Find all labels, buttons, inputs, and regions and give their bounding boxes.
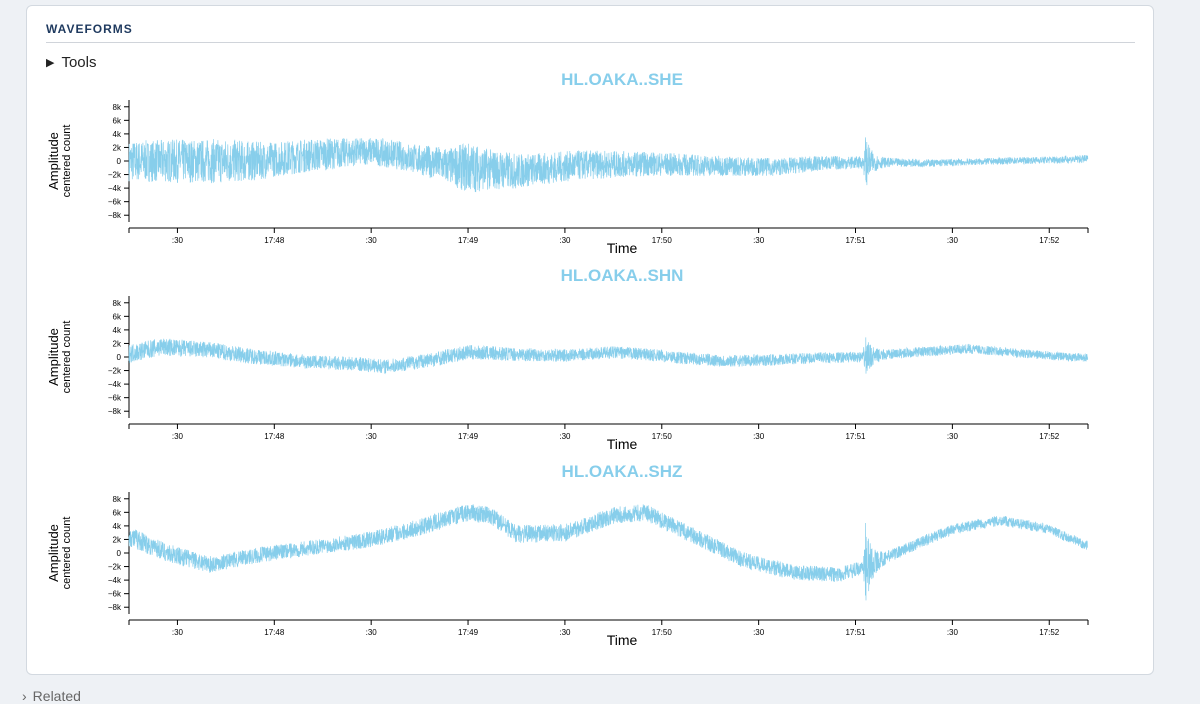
waveform-trace <box>128 337 1089 375</box>
y-tick-label: −4k <box>108 576 122 585</box>
y-tick-label: 2k <box>113 339 122 348</box>
y-tick-label: 6k <box>113 312 122 321</box>
x-tick-label: 17:51 <box>845 628 866 637</box>
chart-title: HL.OAKA..SHE <box>561 70 683 89</box>
x-tick-label: 17:52 <box>1039 432 1060 441</box>
waveform-chart-2: HL.OAKA..SHN Amplitude centered count 8k 6k 4… <box>46 266 1089 452</box>
section-divider <box>46 42 1135 43</box>
x-tick-label: :30 <box>753 236 765 245</box>
waveform-chart-3: HL.OAKA..SHZ Amplitude centered count 8k 6k 4… <box>46 462 1089 648</box>
x-axis-label: Time <box>607 436 638 452</box>
y-tick-label: −8k <box>108 603 122 612</box>
waveform-chart-1: HL.OAKA..SHE Amplitude centered count 8k 6k 4… <box>46 70 1089 256</box>
y-tick-label: −6k <box>108 394 122 403</box>
x-tick-label: :30 <box>559 432 571 441</box>
y-tick-label: 0 <box>117 157 122 166</box>
x-axis-label: Time <box>607 632 638 648</box>
x-tick-label: 17:50 <box>652 236 673 245</box>
chart-title: HL.OAKA..SHN <box>561 266 684 285</box>
y-tick-label: −4k <box>108 184 122 193</box>
x-tick-label: :30 <box>559 236 571 245</box>
y-tick-label: 6k <box>113 116 122 125</box>
x-tick-label: :30 <box>172 628 184 637</box>
x-tick-label: :30 <box>366 236 378 245</box>
x-axis-label: Time <box>607 240 638 256</box>
x-tick-label: 17:48 <box>264 628 285 637</box>
waveform-trace <box>128 504 1088 601</box>
x-tick-label: 17:49 <box>458 628 479 637</box>
x-tick-label: 17:50 <box>652 628 673 637</box>
y-tick-label: 2k <box>113 535 122 544</box>
x-tick-label: 17:51 <box>845 432 866 441</box>
x-tick-label: :30 <box>172 236 184 245</box>
y-tick-label: 8k <box>113 299 122 308</box>
x-tick-label: :30 <box>172 432 184 441</box>
x-tick-label: 17:48 <box>264 236 285 245</box>
x-tick-label: :30 <box>366 628 378 637</box>
y-tick-label: −6k <box>108 590 122 599</box>
y-tick-label: 0 <box>117 353 122 362</box>
y-axis-label: Amplitude <box>46 328 61 386</box>
y-tick-label: −6k <box>108 198 122 207</box>
y-tick-label: −2k <box>108 563 122 572</box>
chart-title: HL.OAKA..SHZ <box>562 462 683 481</box>
x-tick-label: 17:49 <box>458 432 479 441</box>
related-label: Related <box>32 688 81 704</box>
tools-toggle[interactable]: ▶ Tools <box>46 54 97 71</box>
y-tick-label: 6k <box>113 508 122 517</box>
y-tick-label: 8k <box>113 103 122 112</box>
x-tick-label: :30 <box>947 628 959 637</box>
related-section[interactable]: › Related <box>22 688 81 704</box>
y-tick-label: −2k <box>108 367 122 376</box>
tools-label: Tools <box>61 54 97 71</box>
chevron-right-icon: › <box>22 688 27 704</box>
x-tick-label: :30 <box>753 628 765 637</box>
y-axis-sublabel: centered count <box>61 125 73 198</box>
x-tick-label: :30 <box>753 432 765 441</box>
y-tick-label: 8k <box>113 495 122 504</box>
waveform-trace <box>128 137 1089 193</box>
y-axis-sublabel: centered count <box>61 321 73 394</box>
y-tick-label: 4k <box>113 522 122 531</box>
y-tick-label: −4k <box>108 380 122 389</box>
x-tick-label: 17:51 <box>845 236 866 245</box>
y-tick-label: 0 <box>117 549 122 558</box>
y-tick-label: −2k <box>108 171 122 180</box>
x-tick-label: 17:50 <box>652 432 673 441</box>
y-tick-label: −8k <box>108 407 122 416</box>
y-tick-label: 2k <box>113 143 122 152</box>
y-axis-label: Amplitude <box>46 132 61 190</box>
triangle-right-icon: ▶ <box>46 57 55 69</box>
x-tick-label: :30 <box>366 432 378 441</box>
y-tick-label: −8k <box>108 211 122 220</box>
y-axis-sublabel: centered count <box>61 517 73 590</box>
x-tick-label: :30 <box>559 628 571 637</box>
y-tick-label: 4k <box>113 326 122 335</box>
x-tick-label: 17:48 <box>264 432 285 441</box>
section-title: WAVEFORMS <box>46 22 133 36</box>
x-tick-label: :30 <box>947 432 959 441</box>
y-tick-label: 4k <box>113 130 122 139</box>
x-tick-label: 17:49 <box>458 236 479 245</box>
x-tick-label: :30 <box>947 236 959 245</box>
x-tick-label: 17:52 <box>1039 628 1060 637</box>
y-axis-label: Amplitude <box>46 524 61 582</box>
x-tick-label: 17:52 <box>1039 236 1060 245</box>
